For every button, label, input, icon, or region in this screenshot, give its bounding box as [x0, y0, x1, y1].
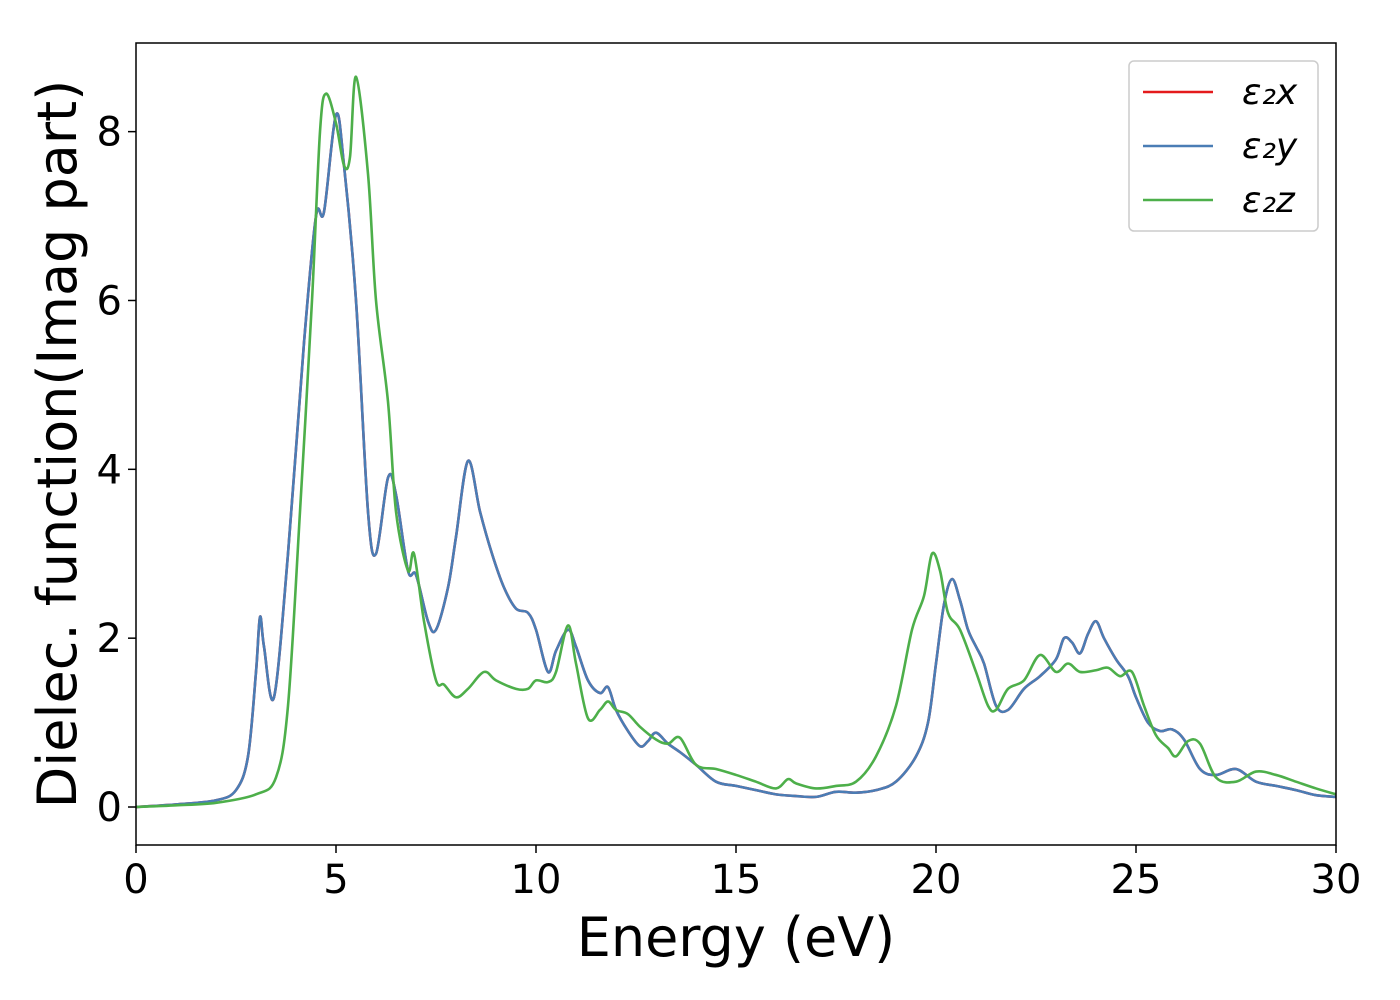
x-tick-label: 20: [911, 857, 962, 903]
x-axis-label: Energy (eV): [577, 906, 896, 969]
legend: ε₂x ε₂y ε₂z: [1128, 60, 1319, 232]
legend-label-1: ε₂x: [1242, 72, 1298, 113]
x-axis: 0 5 10 15 20 25 30: [123, 845, 1361, 903]
series-line-2: [136, 112, 1336, 809]
x-tick-label: 0: [123, 857, 148, 903]
series-layer: [136, 75, 1336, 809]
y-axis: 0 2 4 6 8: [97, 110, 136, 831]
x-tick-label: 10: [511, 857, 562, 903]
series-line-3: [136, 75, 1336, 809]
legend-box: [1128, 60, 1319, 232]
x-tick-label: 5: [323, 857, 348, 903]
y-tick-label: 8: [97, 110, 122, 156]
legend-label-3: ε₂z: [1242, 180, 1296, 221]
x-tick-label: 30: [1311, 857, 1362, 903]
y-tick-label: 6: [97, 278, 122, 324]
y-tick-label: 0: [97, 785, 122, 831]
x-tick-label: 25: [1111, 857, 1162, 903]
y-tick-label: 4: [97, 447, 122, 493]
legend-label-2: ε₂y: [1242, 126, 1298, 167]
y-axis-label: Dielec. function(Imag part): [26, 80, 89, 809]
x-tick-label: 15: [711, 857, 762, 903]
y-tick-label: 2: [97, 616, 122, 662]
